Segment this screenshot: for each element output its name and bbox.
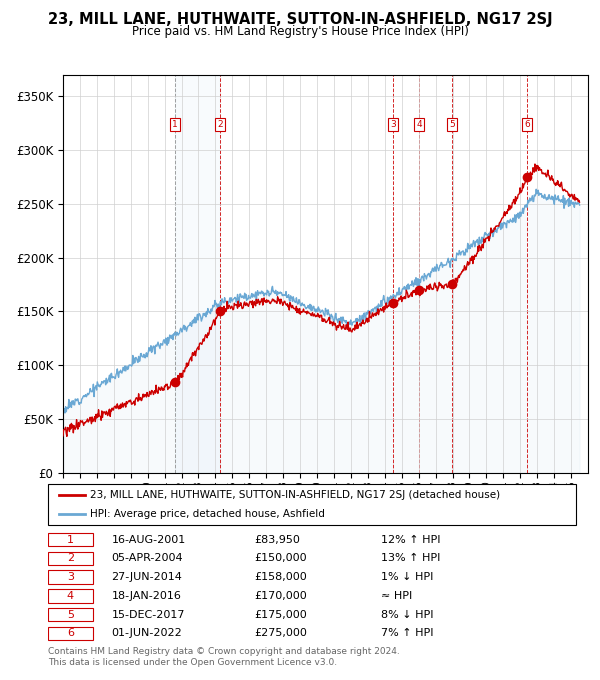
Text: 13% ↑ HPI: 13% ↑ HPI [380,554,440,564]
Text: 6: 6 [67,628,74,639]
FancyBboxPatch shape [48,589,93,602]
Text: 18-JAN-2016: 18-JAN-2016 [112,591,181,601]
FancyBboxPatch shape [48,551,93,565]
Text: 23, MILL LANE, HUTHWAITE, SUTTON-IN-ASHFIELD, NG17 2SJ: 23, MILL LANE, HUTHWAITE, SUTTON-IN-ASHF… [47,12,553,27]
FancyBboxPatch shape [48,484,576,525]
Text: 05-APR-2004: 05-APR-2004 [112,554,183,564]
FancyBboxPatch shape [48,571,93,584]
Text: Price paid vs. HM Land Registry's House Price Index (HPI): Price paid vs. HM Land Registry's House … [131,25,469,38]
Text: 2: 2 [67,554,74,564]
Text: 2: 2 [217,120,223,129]
Text: £175,000: £175,000 [254,609,307,619]
Text: £150,000: £150,000 [254,554,307,564]
Text: 15-DEC-2017: 15-DEC-2017 [112,609,185,619]
Text: 4: 4 [67,591,74,601]
Text: 3: 3 [67,572,74,582]
Text: 1: 1 [172,120,178,129]
Text: HPI: Average price, detached house, Ashfield: HPI: Average price, detached house, Ashf… [90,509,325,519]
Text: 01-JUN-2022: 01-JUN-2022 [112,628,182,639]
Text: 1: 1 [67,534,74,545]
FancyBboxPatch shape [48,626,93,640]
Text: 7% ↑ HPI: 7% ↑ HPI [380,628,433,639]
Text: 16-AUG-2001: 16-AUG-2001 [112,534,185,545]
Text: ≈ HPI: ≈ HPI [380,591,412,601]
Text: 3: 3 [390,120,396,129]
Text: 23, MILL LANE, HUTHWAITE, SUTTON-IN-ASHFIELD, NG17 2SJ (detached house): 23, MILL LANE, HUTHWAITE, SUTTON-IN-ASHF… [90,490,500,500]
Text: £83,950: £83,950 [254,534,300,545]
Text: Contains HM Land Registry data © Crown copyright and database right 2024.
This d: Contains HM Land Registry data © Crown c… [48,647,400,667]
Text: 4: 4 [416,120,422,129]
Text: 12% ↑ HPI: 12% ↑ HPI [380,534,440,545]
FancyBboxPatch shape [48,608,93,622]
Text: £170,000: £170,000 [254,591,307,601]
Text: 6: 6 [524,120,530,129]
Text: 1% ↓ HPI: 1% ↓ HPI [380,572,433,582]
Bar [175,75,220,473]
FancyBboxPatch shape [48,533,93,547]
Text: 8% ↓ HPI: 8% ↓ HPI [380,609,433,619]
Text: £158,000: £158,000 [254,572,307,582]
Text: £275,000: £275,000 [254,628,307,639]
Text: 5: 5 [67,609,74,619]
Text: 27-JUN-2014: 27-JUN-2014 [112,572,182,582]
Text: 5: 5 [449,120,455,129]
